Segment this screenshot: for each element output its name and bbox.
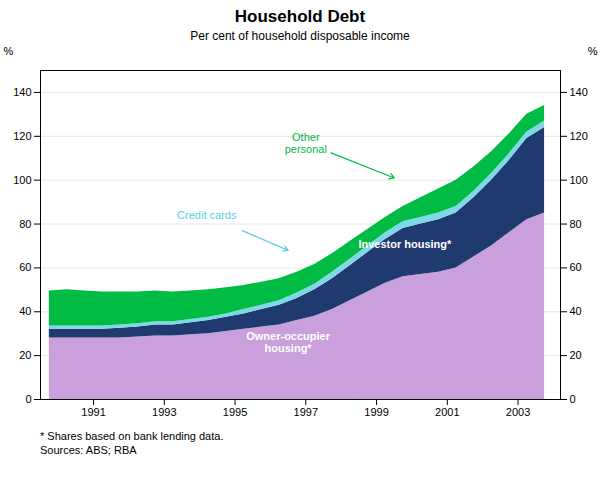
- html-text:Per cent of household disposab: Per cent of household disposable income: [190, 29, 410, 43]
- svg-text:140: 140: [13, 86, 31, 98]
- svg-text:0: 0: [570, 393, 576, 405]
- svg-text:60: 60: [19, 261, 31, 273]
- svg-text:1999: 1999: [364, 406, 388, 418]
- svg-text:%: %: [588, 45, 598, 57]
- svg-text:40: 40: [19, 305, 31, 317]
- svg-text:1991: 1991: [81, 406, 105, 418]
- svg-text:2003: 2003: [506, 406, 530, 418]
- svg-text:60: 60: [570, 261, 582, 273]
- svg-text:80: 80: [19, 218, 31, 230]
- svg-text:Otherpersonal: Otherpersonal: [285, 131, 327, 155]
- svg-text:0: 0: [25, 393, 31, 405]
- svg-text:1993: 1993: [152, 406, 176, 418]
- svg-text:1997: 1997: [294, 406, 318, 418]
- svg-text:20: 20: [570, 349, 582, 361]
- svg-text:40: 40: [570, 305, 582, 317]
- svg-text:120: 120: [570, 130, 588, 142]
- svg-text:80: 80: [570, 218, 582, 230]
- svg-text:2001: 2001: [435, 406, 459, 418]
- svg-text:20: 20: [19, 349, 31, 361]
- svg-text:140: 140: [570, 86, 588, 98]
- svg-text:100: 100: [13, 174, 31, 186]
- svg-text:Investor housing*: Investor housing*: [358, 238, 452, 250]
- svg-text:120: 120: [13, 130, 31, 142]
- html-text:* Shares based on bank lending: * Shares based on bank lending data. Sou…: [40, 430, 224, 456]
- svg-text:Credit cards: Credit cards: [177, 209, 237, 221]
- html-text:Household Debt: Household Debt: [234, 7, 366, 26]
- svg-text:Owner-occupierhousing*: Owner-occupierhousing*: [246, 330, 330, 354]
- svg-text:%: %: [4, 45, 14, 57]
- svg-text:100: 100: [570, 174, 588, 186]
- svg-text:1995: 1995: [223, 406, 247, 418]
